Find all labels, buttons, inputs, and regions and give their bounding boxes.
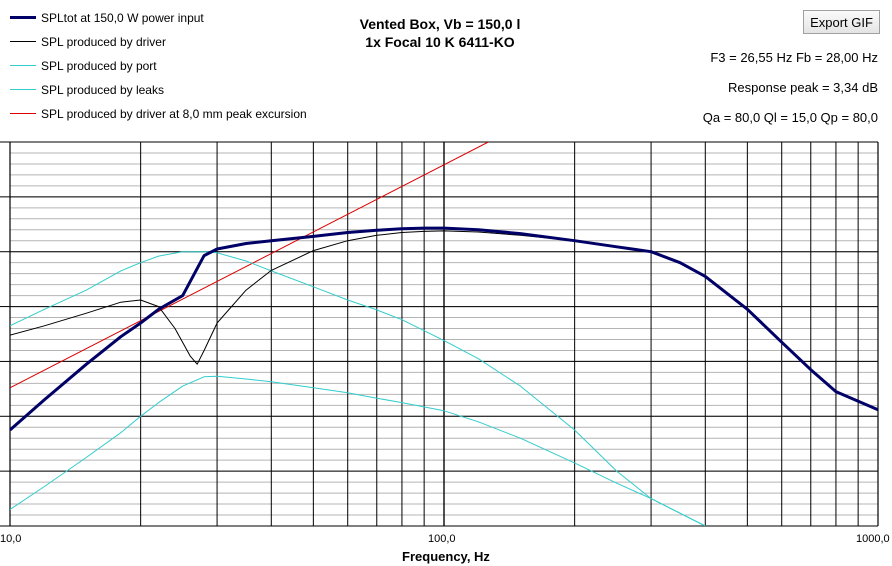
- legend-label: SPL produced by driver at 8,0 mm peak ex…: [41, 107, 307, 121]
- legend-label: SPL produced by leaks: [41, 83, 164, 97]
- legend-swatch: [10, 113, 36, 114]
- series-spl-leaks: [10, 375, 706, 526]
- chart-subtitle: 1x Focal 10 K 6411-KO: [365, 34, 515, 50]
- legend-label: SPLtot at 150,0 W power input: [41, 11, 204, 25]
- legend-swatch: [10, 89, 36, 90]
- legend-label: SPL produced by driver: [41, 35, 166, 49]
- series-spl-total: [10, 226, 878, 432]
- series-spl-port: [10, 251, 706, 526]
- x-tick-label-10: 10,0: [0, 533, 22, 545]
- info-response-peak: Response peak = 3,34 dB: [728, 80, 878, 95]
- legend-label: SPL produced by port: [41, 59, 157, 73]
- legend-swatch: [10, 16, 36, 19]
- x-tick-label-100: 100,0: [428, 533, 456, 545]
- info-q-factors: Qa = 80,0 Ql = 15,0 Qp = 80,0: [702, 110, 878, 125]
- legend-swatch: [10, 41, 36, 42]
- x-axis-label: Frequency, Hz: [402, 549, 490, 564]
- legend-swatch: [10, 65, 36, 66]
- export-gif-button[interactable]: Export GIF: [803, 10, 880, 34]
- chart-title: Vented Box, Vb = 150,0 l: [359, 16, 521, 32]
- series-spl-excursion: [10, 142, 489, 389]
- info-tuning: F3 = 26,55 Hz Fb = 28,00 Hz: [710, 50, 878, 65]
- x-tick-label-1000: 1000,0: [856, 533, 890, 545]
